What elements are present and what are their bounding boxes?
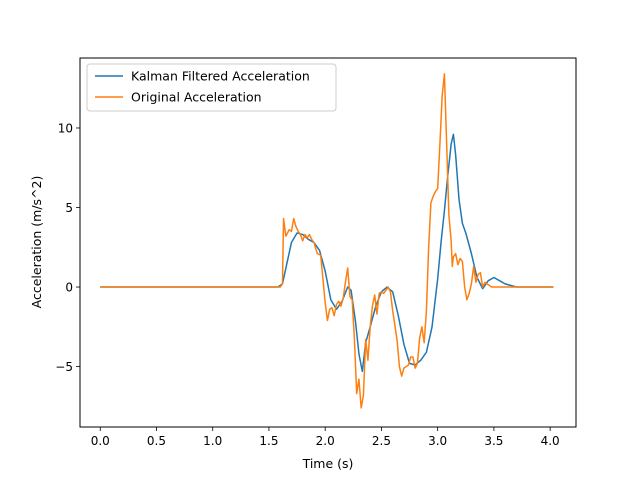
legend-box [86,63,337,112]
x-tick-label: 1.5 [259,434,278,448]
series-lines [100,73,554,409]
x-tick-label: 3.5 [484,434,503,448]
y-tick-label: −5 [55,360,73,374]
legend-label-original: Original Acceleration [131,90,262,105]
y-tick-label: 5 [65,201,73,215]
y-axis-ticks: −5 0 5 10 [55,121,80,374]
x-tick-label: 4.0 [541,434,560,448]
x-axis-ticks: 0.0 0.5 1.0 1.5 2.0 2.5 3.0 3.5 4.0 [91,427,560,448]
y-tick-label: 0 [65,281,73,295]
y-tick-label: 10 [58,121,73,135]
series-line-kalman-filtered [100,133,554,373]
x-axis-label: Time (s) [302,456,354,471]
x-tick-label: 2.5 [372,434,391,448]
x-tick-label: 2.0 [316,434,335,448]
legend-label-kalman: Kalman Filtered Acceleration [131,69,310,84]
legend: Kalman Filtered Acceleration Original Ac… [86,63,337,112]
plot-frame [79,57,577,428]
x-tick-label: 1.0 [203,434,222,448]
x-tick-label: 0.0 [91,434,110,448]
x-tick-label: 0.5 [147,434,166,448]
x-tick-label: 3.0 [428,434,447,448]
y-axis-label: Acceleration (m/s^2) [29,176,44,309]
series-line-original [100,73,554,409]
